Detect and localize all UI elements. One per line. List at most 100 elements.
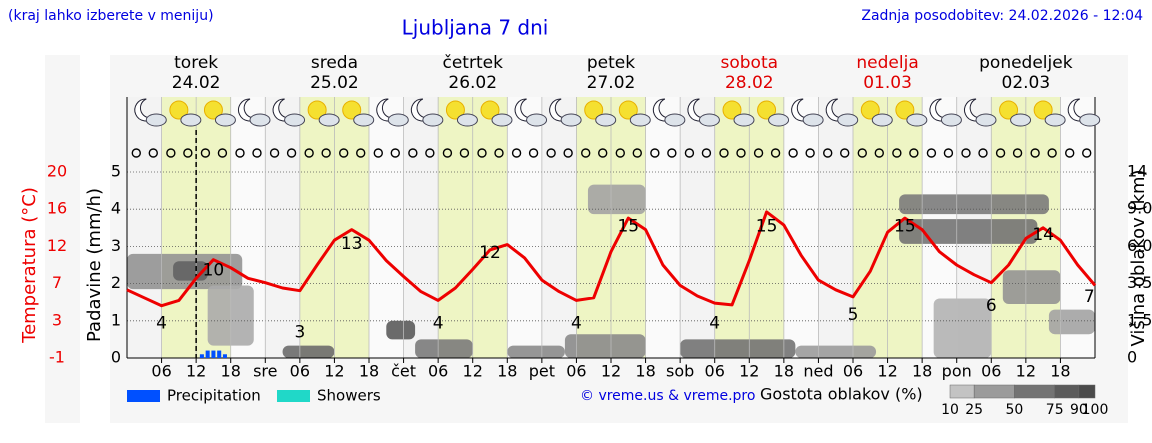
wind-calm: [840, 148, 850, 158]
cloud-icon: [145, 113, 167, 127]
y2-axis-title: Višina oblakov (km): [1128, 169, 1149, 346]
x-tick-label: 12: [877, 362, 897, 381]
legend-swatch: [277, 390, 310, 402]
density-swatch: [1054, 384, 1080, 399]
y-tick-label: 1: [111, 310, 121, 329]
cloud-icon: [353, 113, 375, 127]
wind-calm: [183, 148, 193, 158]
cloud-layer: [899, 219, 1038, 244]
cloud-layer: [1002, 270, 1061, 305]
temp-extreme-label: 12: [479, 243, 501, 263]
wind-calm: [200, 148, 211, 158]
day-name: petek: [587, 53, 635, 73]
temp-tick-label: 7: [52, 273, 62, 292]
x-tick-label: 06: [843, 362, 863, 381]
cloud-layer: [282, 345, 335, 358]
cloud-icon: [387, 113, 409, 127]
density-swatch: [1014, 384, 1055, 399]
cloud-layer: [587, 184, 646, 215]
wind-calm: [131, 148, 141, 158]
cloud-layer: [386, 320, 416, 340]
density-tick-label: 50: [1006, 402, 1024, 418]
wind-calm: [408, 148, 418, 158]
precipitation-bar: [217, 350, 222, 358]
day-date: 28.02: [725, 73, 774, 93]
cloud-icon: [768, 113, 790, 127]
wind-calm: [926, 148, 937, 158]
density-title: Gostota oblakov (%): [760, 385, 923, 404]
wind-calm: [598, 148, 608, 158]
cloud-icon: [560, 113, 582, 127]
temp-extreme-label: 6: [986, 296, 997, 316]
temp-extreme-label: 4: [433, 314, 444, 334]
wind-calm: [1012, 148, 1023, 158]
cloud-icon: [629, 113, 651, 127]
day-date: 24.02: [172, 73, 221, 93]
y2-tick-label: 3.5: [1127, 273, 1152, 292]
legend-label: Showers: [317, 387, 381, 405]
x-tick-label: 06: [981, 362, 1001, 381]
y-tick-label: 5: [111, 162, 121, 181]
cloud-icon: [1044, 113, 1066, 127]
temp-extreme-label: 13: [341, 234, 363, 254]
cloud-layer: [933, 298, 992, 358]
wind-calm: [857, 148, 867, 158]
sun-icon: [722, 100, 742, 120]
x-tick-label: ned: [803, 362, 833, 381]
x-tick-label: 18: [497, 362, 517, 381]
sun-icon: [860, 100, 880, 120]
x-tick-label: 18: [359, 362, 379, 381]
y-tick-label: 4: [111, 199, 121, 218]
wind-calm: [546, 148, 556, 158]
wind-calm: [286, 148, 297, 158]
wind-calm: [373, 148, 383, 158]
x-tick-label: 18: [635, 362, 655, 381]
sun-icon: [480, 100, 500, 120]
x-tick-label: 12: [463, 362, 483, 381]
temp-tick-label: 20: [47, 162, 67, 181]
wind-calm: [805, 148, 815, 158]
density-swatch: [1078, 384, 1096, 399]
wind-calm: [770, 148, 781, 158]
x-tick-label: 06: [705, 362, 725, 381]
y2-tick-label: 6.0: [1127, 236, 1152, 255]
sun-icon: [999, 100, 1019, 120]
wind-calm: [874, 148, 884, 158]
cloud-layer: [680, 339, 796, 358]
density-tick-label: 10: [941, 402, 959, 418]
night-band: [507, 97, 542, 358]
temp-extreme-label: 4: [156, 314, 167, 334]
sun-icon: [584, 100, 604, 120]
wind-calm: [684, 148, 695, 158]
cloud-icon: [940, 113, 962, 127]
y2-tick-label: 1.5: [1127, 310, 1152, 329]
wind-calm: [425, 148, 435, 158]
temp-extreme-label: 10: [203, 261, 225, 281]
wind-calm: [356, 148, 366, 158]
precipitation-bar: [211, 350, 216, 358]
temp-tick-label: -1: [49, 348, 65, 367]
day-date: 01.03: [863, 73, 912, 93]
wind-calm: [615, 148, 625, 158]
wind-calm: [459, 148, 470, 158]
cloud-icon: [249, 113, 271, 127]
cloud-icon: [214, 113, 236, 127]
density-tick-label: 90: [1070, 402, 1088, 418]
density-swatch: [949, 384, 975, 399]
wind-calm: [269, 148, 280, 158]
wind-calm: [148, 148, 158, 158]
night-band: [645, 97, 681, 358]
day-name: četrtek: [442, 53, 503, 73]
density-tick-label: 25: [965, 402, 983, 418]
cloud-icon: [1010, 113, 1032, 127]
temp-tick-label: 12: [47, 236, 67, 255]
temp-extreme-label: 15: [617, 216, 639, 236]
density-tick-label: 75: [1046, 402, 1064, 418]
wind-calm: [788, 148, 798, 158]
wind-calm: [528, 148, 539, 158]
precipitation-bar: [205, 350, 210, 358]
wind-calm: [632, 148, 642, 158]
x-tick-label: 12: [739, 362, 759, 381]
cloud-icon: [837, 113, 859, 127]
